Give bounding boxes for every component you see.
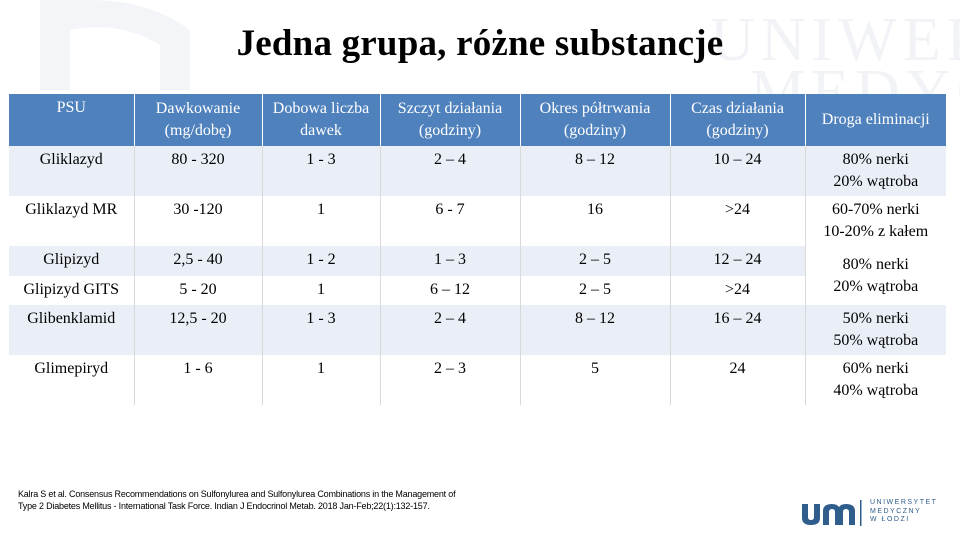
header-duration: Czas działania (godziny)	[669, 94, 805, 146]
cell-daily: 1	[261, 355, 380, 405]
cell-daily: 1 - 2	[261, 246, 380, 276]
cell-dose: 12,5 - 20	[133, 305, 262, 355]
cell-duration: >24	[669, 276, 805, 305]
header-elimination: Droga eliminacji	[804, 94, 946, 146]
reference-line: Type 2 Diabetes Mellitus - International…	[18, 501, 430, 511]
table-row: Gliklazyd 80 - 320 1 - 3 2 – 4 8 – 12 10…	[9, 146, 946, 196]
cell-half-life: 16	[519, 196, 670, 246]
cell-psu: Glipizyd GITS	[9, 276, 134, 305]
cell-psu: Glipizyd	[9, 246, 134, 276]
table-row: Glipizyd 2,5 - 40 1 - 2 1 – 3 2 – 5 12 –…	[9, 246, 946, 305]
header-half-life: Okres półtrwania (godziny)	[519, 94, 670, 146]
cell-psu: Glimepiryd	[9, 355, 134, 405]
cell-daily: 1 - 3	[261, 146, 380, 196]
cell-psu: Glibenklamid	[9, 305, 134, 355]
cell-elimination: 60-70% nerki 10-20% z kałem	[804, 196, 946, 246]
cell-duration: 24	[669, 355, 805, 405]
elimination-line: 60-70% nerki	[831, 201, 920, 218]
cell-daily: 1 - 3	[261, 305, 380, 355]
header-daily-doses: Dobowa liczba dawek	[261, 94, 380, 146]
reference-citation: Kalra S et al. Consensus Recommendations…	[18, 488, 558, 512]
table-row: Glibenklamid 12,5 - 20 1 - 3 2 – 4 8 – 1…	[9, 305, 946, 355]
table-row: Glimepiryd 1 - 6 1 2 – 3 5 24 60% nerki …	[9, 355, 946, 405]
cell-elimination: 80% nerki 20% wątroba	[804, 146, 946, 196]
cell-psu: Gliklazyd	[9, 146, 134, 196]
cell-dose: 5 - 20	[133, 276, 262, 305]
cell-dose: 2,5 - 40	[133, 246, 262, 276]
cell-peak: 1 – 3	[379, 246, 520, 276]
header-peak: Szczyt działania (godziny)	[379, 94, 520, 146]
cell-half-life: 5	[519, 355, 670, 405]
table-header-row: PSU Dawkowanie (mg/dobę) Dobowa liczba d…	[9, 94, 946, 146]
cell-half-life: 8 – 12	[519, 146, 670, 196]
cell-duration: >24	[669, 196, 805, 246]
elimination-line: 20% wątroba	[833, 277, 919, 295]
cell-peak: 6 - 7	[379, 196, 520, 246]
cell-elimination: 60% nerki 40% wątroba	[804, 355, 946, 405]
um-logo-icon	[802, 500, 862, 526]
university-logo: UNIWERSYTET MEDYCZNY W ŁODZI	[800, 498, 950, 528]
header-psu: PSU	[9, 94, 134, 146]
cell-duration: 10 – 24	[669, 146, 805, 196]
cell-half-life: 2 – 5	[519, 246, 670, 276]
sulfonylurea-table: PSU Dawkowanie (mg/dobę) Dobowa liczba d…	[9, 94, 946, 405]
page-title: Jedna grupa, różne substancje	[236, 23, 724, 64]
cell-peak: 2 – 4	[379, 305, 520, 355]
header-dose: Dawkowanie (mg/dobę)	[133, 94, 262, 146]
cell-elimination: 80% nerki 20% wątroba	[804, 246, 946, 305]
elimination-line: 80% nerki	[842, 151, 909, 168]
cell-dose: 30 -120	[133, 196, 262, 246]
logo-text: UNIWERSYTET MEDYCZNY W ŁODZI	[870, 499, 938, 523]
svg-text:UNIWER: UNIWER	[710, 6, 960, 74]
cell-duration: 16 – 24	[669, 305, 805, 355]
cell-psu: Gliklazyd MR	[9, 196, 134, 246]
watermark-shape	[40, 0, 190, 90]
elimination-line: 10-20% z kałem	[823, 223, 929, 240]
cell-peak: 2 – 3	[379, 355, 520, 405]
cell-daily: 1	[261, 196, 380, 246]
cell-half-life: 8 – 12	[519, 305, 670, 355]
elimination-line: 50% wątroba	[833, 332, 919, 349]
cell-dose: 1 - 6	[133, 355, 262, 405]
reference-line: Kalra S et al. Consensus Recommendations…	[18, 489, 456, 499]
elimination-line: 20% wątroba	[833, 173, 919, 190]
elimination-line: 50% nerki	[842, 310, 909, 327]
elimination-line: 60% nerki	[842, 360, 909, 377]
elimination-line: 80% nerki	[842, 255, 909, 273]
elimination-line: 40% wątroba	[833, 382, 919, 399]
table-row: Glipizyd GITS 5 - 20 1 6 – 12 2 – 5 >24	[9, 276, 946, 305]
cell-dose: 80 - 320	[133, 146, 262, 196]
table-row: Gliklazyd MR 30 -120 1 6 - 7 16 >24 60-7…	[9, 196, 946, 246]
cell-elimination: 50% nerki 50% wątroba	[804, 305, 946, 355]
cell-daily: 1	[261, 276, 380, 305]
cell-peak: 6 – 12	[379, 276, 520, 305]
cell-peak: 2 – 4	[379, 146, 520, 196]
cell-duration: 12 – 24	[669, 246, 805, 276]
cell-half-life: 2 – 5	[519, 276, 670, 305]
